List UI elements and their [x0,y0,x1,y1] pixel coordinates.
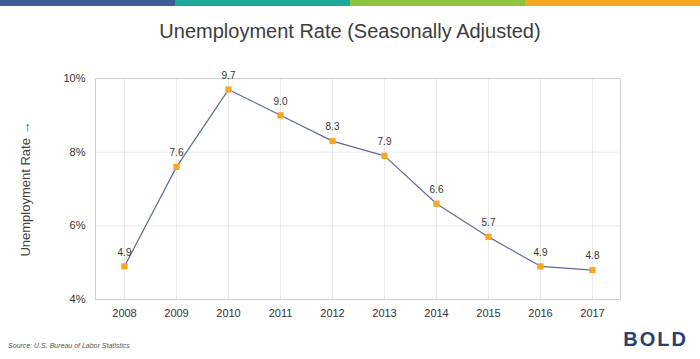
svg-text:2015: 2015 [476,307,500,319]
html-text:BOLD: BOLD [623,328,688,350]
svg-text:6.6: 6.6 [430,184,444,195]
svg-text:6%: 6% [70,219,86,231]
svg-text:Unemployment Rate →: Unemployment Rate → [18,121,33,256]
svg-text:8.3: 8.3 [326,121,340,132]
svg-text:9.7: 9.7 [222,70,236,81]
svg-text:2008: 2008 [112,307,136,319]
svg-text:5.7: 5.7 [482,217,496,228]
svg-text:2012: 2012 [320,307,344,319]
svg-text:2013: 2013 [372,307,396,319]
svg-text:9.0: 9.0 [274,96,288,107]
svg-text:2014: 2014 [424,307,448,319]
html-text:Unemployment Rate (Seasonally: Unemployment Rate (Seasonally Adjusted) [159,20,541,42]
svg-text:4%: 4% [70,293,86,305]
svg-text:7.9: 7.9 [378,136,392,147]
svg-text:2011: 2011 [269,307,293,319]
svg-text:7.6: 7.6 [170,147,184,158]
svg-text:4.8: 4.8 [586,250,600,261]
svg-text:2016: 2016 [528,307,552,319]
svg-text:8%: 8% [70,146,86,158]
svg-text:2017: 2017 [580,307,604,319]
svg-text:4.9: 4.9 [534,247,548,258]
svg-text:4.9: 4.9 [118,247,132,258]
html-text:Source: U.S. Bureau of Labor S: Source: U.S. Bureau of Labor Statistics [8,342,130,349]
svg-text:2009: 2009 [164,307,188,319]
svg-text:10%: 10% [63,72,85,84]
svg-text:2010: 2010 [216,307,240,319]
